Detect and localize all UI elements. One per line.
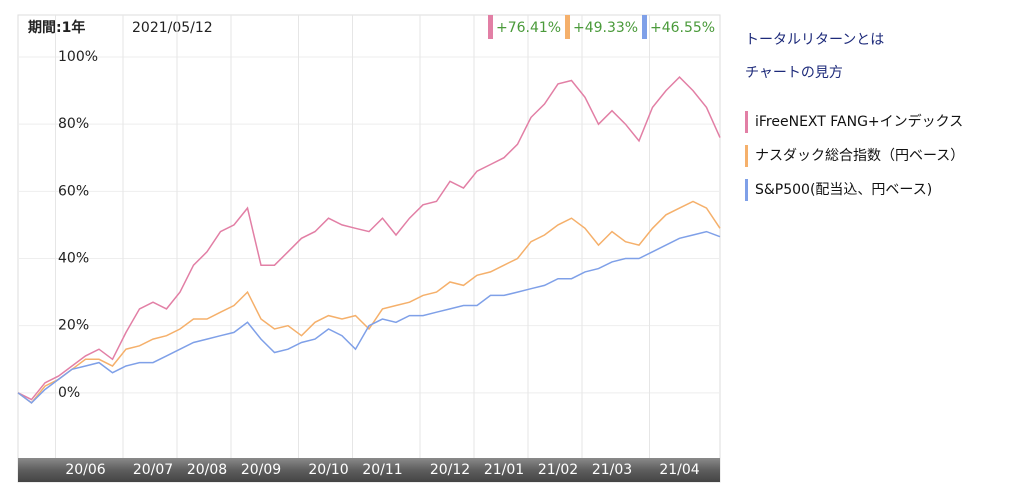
y-tick-label: 100% [58, 49, 98, 65]
x-tick-label: 20/12 [430, 462, 470, 478]
link[interactable]: チャートの見方 [745, 65, 843, 81]
legend-label: ナスダック総合指数（円ベース） [755, 148, 964, 164]
y-tick-label: 60% [58, 183, 89, 199]
y-tick-label: 80% [58, 116, 89, 132]
return-swatch [565, 15, 570, 39]
series-line [17, 200, 721, 404]
return-label: +49.33% [573, 20, 638, 36]
legend-label: iFreeNEXT FANG+インデックス [755, 113, 963, 130]
legend-swatch [745, 179, 748, 201]
y-tick-label: 40% [58, 250, 89, 266]
legend-swatch [745, 145, 748, 167]
x-tick-label: 20/07 [133, 462, 173, 478]
x-tick-label: 20/08 [187, 462, 227, 478]
x-tick-label: 21/04 [659, 462, 699, 478]
x-tick-label: 20/11 [362, 462, 402, 478]
return-label: +46.55% [650, 20, 715, 36]
y-tick-label: 20% [58, 318, 89, 334]
return-label: +76.41% [496, 20, 561, 36]
series-line [17, 230, 721, 404]
plot-frame [17, 14, 721, 483]
return-swatch [642, 15, 647, 39]
x-tick-label: 21/03 [592, 462, 632, 478]
return-swatch [488, 15, 493, 39]
legend-label: S&P500(配当込、円ベース) [755, 182, 932, 198]
link[interactable]: トータルリターンとは [745, 32, 884, 48]
x-tick-label: 21/01 [484, 462, 524, 478]
y-tick-label: 0% [58, 385, 80, 401]
x-tick-label: 21/02 [538, 462, 578, 478]
x-tick-label: 20/06 [65, 462, 105, 478]
x-axis-bar [18, 458, 720, 482]
legend-swatch [745, 111, 748, 133]
period: 期間:1年 [28, 19, 85, 36]
series-line [17, 76, 721, 401]
date: 2021/05/12 [132, 20, 213, 36]
x-tick-label: 20/09 [241, 462, 281, 478]
x-tick-label: 20/10 [308, 462, 348, 478]
